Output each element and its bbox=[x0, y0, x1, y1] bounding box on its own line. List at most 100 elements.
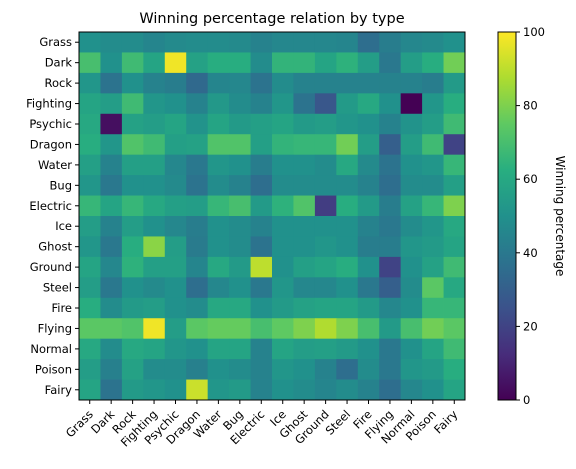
heatmap-cell bbox=[336, 52, 358, 73]
heatmap-cell bbox=[444, 196, 466, 217]
heatmap-cell bbox=[186, 196, 208, 217]
colorbar-axis: 0 20 40 60 80 100 bbox=[516, 25, 545, 407]
heatmap-cell bbox=[165, 52, 187, 73]
heatmap-cell bbox=[143, 339, 165, 360]
heatmap-cell bbox=[229, 114, 251, 135]
heatmap-cell bbox=[251, 216, 273, 237]
heatmap-cell bbox=[229, 359, 251, 380]
heatmap-cell bbox=[229, 236, 251, 257]
heatmap-cell bbox=[315, 93, 337, 114]
heatmap-cell bbox=[358, 257, 380, 278]
heatmap-cell bbox=[315, 339, 337, 360]
heatmap-cell bbox=[208, 216, 230, 237]
heatmap-cell bbox=[379, 134, 401, 155]
heatmap-cell bbox=[293, 175, 315, 196]
heatmap-cell bbox=[251, 93, 273, 114]
heatmap-cell bbox=[444, 32, 466, 53]
y-tick-label: Steel bbox=[43, 281, 72, 295]
heatmap-cell bbox=[293, 380, 315, 401]
heatmap-cell bbox=[336, 216, 358, 237]
heatmap-cell bbox=[422, 318, 444, 339]
heatmap-cell bbox=[186, 32, 208, 53]
heatmap-cell bbox=[165, 73, 187, 94]
chart-title: Winning percentage relation by type bbox=[139, 11, 404, 27]
heatmap-cell bbox=[293, 257, 315, 278]
heatmap-cell bbox=[293, 155, 315, 176]
heatmap-cell bbox=[251, 359, 273, 380]
heatmap-cell bbox=[315, 318, 337, 339]
heatmap-cell bbox=[208, 298, 230, 319]
heatmap-cell bbox=[401, 32, 423, 53]
heatmap-cell bbox=[336, 277, 358, 298]
heatmap-cell bbox=[293, 73, 315, 94]
heatmap-cell bbox=[208, 257, 230, 278]
heatmap-cell bbox=[122, 134, 144, 155]
heatmap-cell bbox=[315, 216, 337, 237]
heatmap-cell bbox=[229, 196, 251, 217]
heatmap-cell bbox=[122, 93, 144, 114]
heatmap-cell bbox=[79, 52, 101, 73]
heatmap-cell bbox=[379, 93, 401, 114]
heatmap-cell bbox=[79, 175, 101, 196]
heatmap-cell bbox=[315, 380, 337, 401]
heatmap-cell bbox=[79, 196, 101, 217]
colorbar-tick-label: 20 bbox=[523, 319, 538, 333]
y-tick-label: Rock bbox=[45, 76, 73, 90]
heatmap-cell bbox=[251, 73, 273, 94]
heatmap-cell bbox=[100, 339, 122, 360]
heatmap-cell bbox=[229, 93, 251, 114]
heatmap-cell bbox=[379, 52, 401, 73]
heatmap-cell bbox=[422, 155, 444, 176]
heatmap-cell bbox=[272, 380, 294, 401]
heatmap-cell bbox=[100, 175, 122, 196]
heatmap-cell bbox=[358, 359, 380, 380]
heatmap-cell bbox=[401, 196, 423, 217]
heatmap-cell bbox=[293, 236, 315, 257]
heatmap-cell bbox=[401, 216, 423, 237]
heatmap-cell bbox=[444, 216, 466, 237]
heatmap-cell bbox=[165, 277, 187, 298]
heatmap-cell bbox=[272, 134, 294, 155]
y-tick-label: Grass bbox=[39, 35, 72, 49]
heatmap-cell bbox=[379, 318, 401, 339]
colorbar-label: Winning percentage bbox=[553, 156, 567, 277]
x-tick-label: Steel bbox=[323, 407, 354, 438]
heatmap-cell bbox=[422, 257, 444, 278]
heatmap-cell bbox=[401, 339, 423, 360]
heatmap-cell bbox=[272, 216, 294, 237]
heatmap-cell bbox=[379, 359, 401, 380]
heatmap-cell bbox=[229, 216, 251, 237]
heatmap-cell bbox=[336, 359, 358, 380]
heatmap-cell bbox=[379, 175, 401, 196]
heatmap-cell bbox=[336, 114, 358, 135]
heatmap-cell bbox=[229, 277, 251, 298]
heatmap-cell bbox=[422, 359, 444, 380]
heatmap-cell bbox=[100, 236, 122, 257]
heatmap-cell bbox=[444, 175, 466, 196]
heatmap-cell bbox=[401, 257, 423, 278]
heatmap-cell bbox=[143, 318, 165, 339]
heatmap-cell bbox=[100, 380, 122, 401]
heatmap-cell bbox=[208, 277, 230, 298]
heatmap-cell bbox=[272, 73, 294, 94]
y-tick-label: Ghost bbox=[38, 240, 72, 254]
heatmap-cell bbox=[401, 114, 423, 135]
heatmap-cell bbox=[165, 339, 187, 360]
heatmap-cell bbox=[336, 380, 358, 401]
heatmap-cell bbox=[165, 114, 187, 135]
heatmap-cell bbox=[272, 257, 294, 278]
heatmap-cell bbox=[186, 93, 208, 114]
heatmap-cell bbox=[422, 32, 444, 53]
heatmap-cell bbox=[315, 134, 337, 155]
heatmap-cell bbox=[293, 93, 315, 114]
heatmap-cell bbox=[122, 73, 144, 94]
heatmap-cell bbox=[272, 114, 294, 135]
heatmap-cell bbox=[165, 93, 187, 114]
heatmap-cell bbox=[272, 339, 294, 360]
heatmap-cell bbox=[293, 359, 315, 380]
heatmap-cell bbox=[229, 380, 251, 401]
heatmap-cell bbox=[79, 216, 101, 237]
y-tick-label: Electric bbox=[29, 199, 72, 213]
heatmap-cell bbox=[186, 298, 208, 319]
heatmap-cell bbox=[165, 318, 187, 339]
